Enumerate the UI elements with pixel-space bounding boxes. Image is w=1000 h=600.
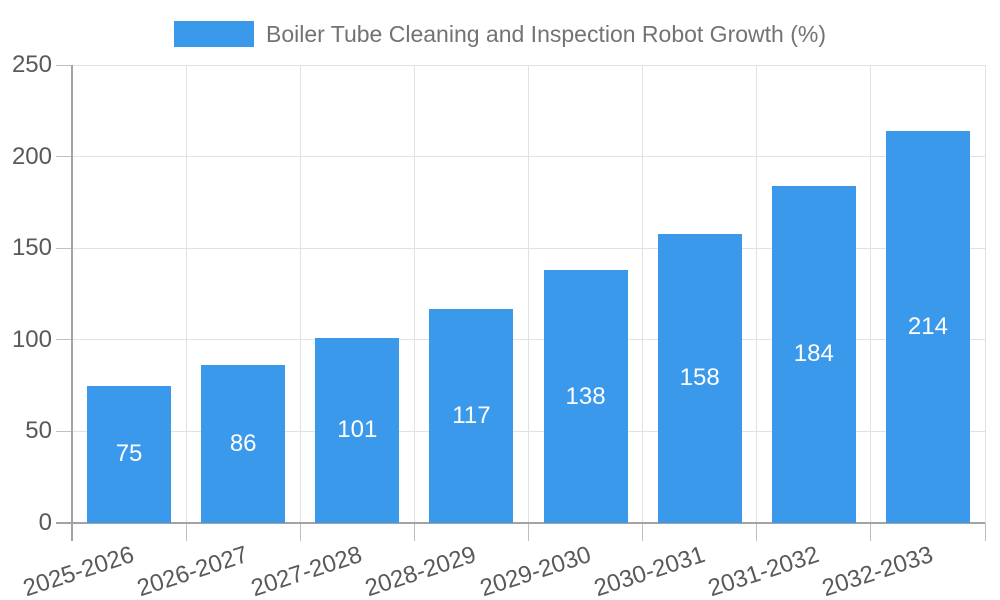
x-gridline [984, 65, 986, 523]
x-tick-mark [299, 523, 301, 541]
x-gridline [870, 65, 872, 523]
legend-label: Boiler Tube Cleaning and Inspection Robo… [266, 21, 826, 47]
x-gridline [528, 65, 529, 523]
y-tick-mark [56, 430, 72, 432]
x-gridline [185, 65, 187, 523]
y-tick-label: 150 [11, 234, 52, 262]
bar: 214 [885, 130, 970, 523]
x-axis-line [56, 522, 985, 524]
x-tick-label-anchor: 2031-2032 [699, 541, 823, 600]
y-tick-label: 100 [11, 325, 52, 353]
y-tick-label: 0 [38, 509, 52, 536]
x-tick-mark [756, 523, 758, 541]
bar: 138 [543, 270, 628, 523]
y-tick-mark [56, 247, 72, 249]
x-tick-label-anchor: 2029-2030 [471, 541, 594, 600]
x-tick-label: 2028-2029 [362, 541, 480, 600]
bar-value-label: 214 [907, 312, 948, 340]
y-tick-label: 50 [25, 417, 52, 445]
bar-value-label: 101 [337, 416, 378, 444]
y-tick-label: 250 [11, 51, 52, 78]
legend-color-swatch-icon [174, 21, 254, 47]
x-tick-label-anchor: 2026-2027 [128, 541, 252, 600]
x-tick-label-anchor: 2027-2028 [243, 541, 366, 600]
x-tick-label: 2029-2030 [476, 541, 594, 600]
x-tick-label-anchor: 2030-2031 [585, 541, 709, 600]
x-tick-label: 2031-2032 [704, 541, 823, 600]
y-tick-mark [56, 156, 72, 158]
x-tick-mark [528, 523, 529, 541]
y-axis-line [71, 65, 73, 523]
bar-value-label: 75 [115, 440, 143, 468]
bar-value-label: 138 [565, 382, 606, 410]
chart-legend: Boiler Tube Cleaning and Inspection Robo… [0, 18, 1000, 50]
x-tick-label: 2030-2031 [590, 541, 709, 600]
bar-value-label: 184 [793, 340, 834, 368]
bar-value-label: 117 [452, 401, 491, 429]
x-tick-label: 2027-2028 [248, 541, 366, 600]
x-tick-mark [642, 523, 644, 541]
bar-value-label: 86 [229, 430, 257, 458]
x-tick-mark [984, 523, 986, 541]
x-gridline [642, 65, 644, 523]
x-tick-mark [71, 523, 73, 541]
x-tick-label-anchor: 2032-2033 [813, 541, 937, 600]
x-tick-label: 2032-2033 [818, 541, 937, 600]
bar: 117 [429, 308, 514, 523]
x-tick-mark [185, 523, 187, 541]
x-tick-label-anchor: 2025-2026 [14, 541, 138, 600]
x-tick-label: 2025-2026 [19, 541, 138, 600]
y-tick-label: 200 [11, 142, 52, 170]
x-tick-mark [870, 523, 872, 541]
x-gridline [413, 65, 415, 523]
y-tick-mark [56, 339, 72, 341]
bar: 101 [315, 337, 400, 523]
bar: 86 [201, 365, 286, 523]
x-gridline [299, 65, 301, 523]
bar-value-label: 158 [679, 364, 720, 392]
bar: 158 [657, 233, 742, 523]
x-tick-label-anchor: 2028-2029 [357, 541, 480, 600]
bar: 184 [771, 185, 856, 523]
x-tick-mark [413, 523, 415, 541]
x-tick-label: 2026-2027 [134, 541, 252, 600]
y-tick-mark [56, 64, 72, 66]
x-gridline [756, 65, 758, 523]
bar: 75 [87, 385, 172, 523]
